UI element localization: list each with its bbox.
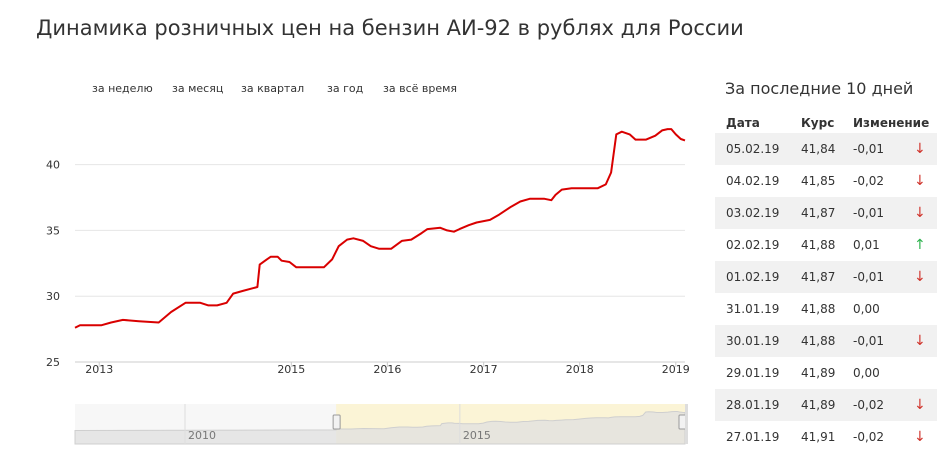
table-row: 02.02.19 41,88 0,01 ↑: [715, 229, 937, 261]
y-axis: 25 30 35 40: [46, 159, 60, 369]
price-line-series: [74, 128, 686, 329]
table-row: 27.01.19 41,91 -0,02 ↓: [715, 421, 937, 453]
cell-change: -0,01: [853, 206, 885, 220]
x-tick-label: 2019: [662, 363, 690, 376]
cell-date: 28.01.19: [726, 398, 780, 412]
arrow-down-icon: ↓: [914, 429, 926, 445]
x-tick-label: 2016: [373, 363, 401, 376]
last-10-days-table: Дата Курс Изменение 05.02.19 41,84 -0,01 ↓ 0…: [715, 113, 937, 453]
cell-date: 29.01.19: [726, 366, 780, 380]
table-row: 05.02.19 41,84 -0,01 ↓: [715, 133, 937, 165]
cell-change: -0,02: [853, 430, 885, 444]
table-row: 29.01.19 41,89 0,00: [715, 357, 937, 389]
cell-rate: 41,88: [801, 302, 836, 316]
navigator-tick-label: 2010: [188, 429, 216, 442]
x-tick-label: 2017: [470, 363, 498, 376]
cell-change: -0,01: [853, 270, 885, 284]
y-tick-label: 35: [46, 224, 60, 237]
navigator-handle-right[interactable]: [678, 414, 687, 430]
range-tabs: за неделю за месяц за квартал за год за …: [0, 82, 700, 98]
arrow-down-icon: ↓: [914, 333, 926, 349]
arrow-down-icon: ↓: [914, 141, 926, 157]
cell-date: 04.02.19: [726, 174, 780, 188]
cell-rate: 41,88: [801, 334, 836, 348]
table-row: 28.01.19 41,89 -0,02 ↓: [715, 389, 937, 421]
y-tick-label: 25: [46, 356, 60, 369]
series-line: [74, 128, 686, 329]
cell-date: 30.01.19: [726, 334, 780, 348]
cell-date: 31.01.19: [726, 302, 780, 316]
cell-rate: 41,89: [801, 398, 836, 412]
chart-grid: [75, 164, 685, 363]
arrow-down-icon: ↓: [914, 173, 926, 189]
cell-date: 27.01.19: [726, 430, 780, 444]
cell-rate: 41,88: [801, 238, 836, 252]
x-tick-label: 2015: [277, 363, 305, 376]
cell-rate: 41,87: [801, 270, 836, 284]
cell-rate: 41,85: [801, 174, 836, 188]
column-header-change: Изменение: [853, 116, 930, 130]
table-row: 01.02.19 41,87 -0,01 ↓: [715, 261, 937, 293]
arrow-down-icon: ↓: [914, 269, 926, 285]
table-header: Дата Курс Изменение: [715, 113, 937, 133]
cell-date: 01.02.19: [726, 270, 780, 284]
y-tick-label: 30: [46, 290, 60, 303]
range-tab-quarter[interactable]: за квартал: [241, 82, 305, 95]
cell-rate: 41,89: [801, 366, 836, 380]
table-row: 04.02.19 41,85 -0,02 ↓: [715, 165, 937, 197]
table-row: 31.01.19 41,88 0,00: [715, 293, 937, 325]
cell-change: -0,02: [853, 174, 885, 188]
table-row: 03.02.19 41,87 -0,01 ↓: [715, 197, 937, 229]
column-header-date: Дата: [726, 116, 760, 130]
cell-rate: 41,84: [801, 142, 836, 156]
cell-change: 0,01: [853, 238, 880, 252]
y-tick-label: 40: [46, 159, 60, 172]
range-tab-week[interactable]: за неделю: [92, 82, 153, 95]
arrow-down-icon: ↓: [914, 205, 926, 221]
x-tick-label: 2013: [85, 363, 113, 376]
navigator-tick-label: 2015: [463, 429, 491, 442]
range-tab-year[interactable]: за год: [327, 82, 364, 95]
x-tick-label: 2018: [566, 363, 594, 376]
cell-date: 05.02.19: [726, 142, 780, 156]
cell-rate: 41,91: [801, 430, 836, 444]
x-axis: 2013 2015 2016 2017 2018 2019: [85, 362, 690, 376]
range-tab-month[interactable]: за месяц: [172, 82, 224, 95]
range-navigator[interactable]: 2010 2015: [74, 404, 688, 445]
cell-change: -0,02: [853, 398, 885, 412]
navigator-area: [74, 411, 686, 445]
cell-change: 0,00: [853, 302, 880, 316]
side-panel-title: За последние 10 дней: [725, 79, 914, 98]
navigator-handle-left[interactable]: [332, 414, 341, 430]
cell-change: -0,01: [853, 334, 885, 348]
cell-date: 03.02.19: [726, 206, 780, 220]
cell-change: 0,00: [853, 366, 880, 380]
page-title: Динамика розничных цен на бензин АИ-92 в…: [36, 16, 744, 40]
arrow-down-icon: ↓: [914, 397, 926, 413]
arrow-up-icon: ↑: [914, 237, 926, 253]
range-tab-all-time[interactable]: за всё время: [383, 82, 458, 95]
cell-rate: 41,87: [801, 206, 836, 220]
column-header-rate: Курс: [801, 116, 835, 130]
table-body: 05.02.19 41,84 -0,01 ↓ 04.02.19 41,85 -0,02 ↓ 03…: [715, 133, 937, 453]
cell-change: -0,01: [853, 142, 885, 156]
cell-date: 02.02.19: [726, 238, 780, 252]
table-row: 30.01.19 41,88 -0,01 ↓: [715, 325, 937, 357]
navigator-scrollbar[interactable]: [685, 404, 688, 444]
